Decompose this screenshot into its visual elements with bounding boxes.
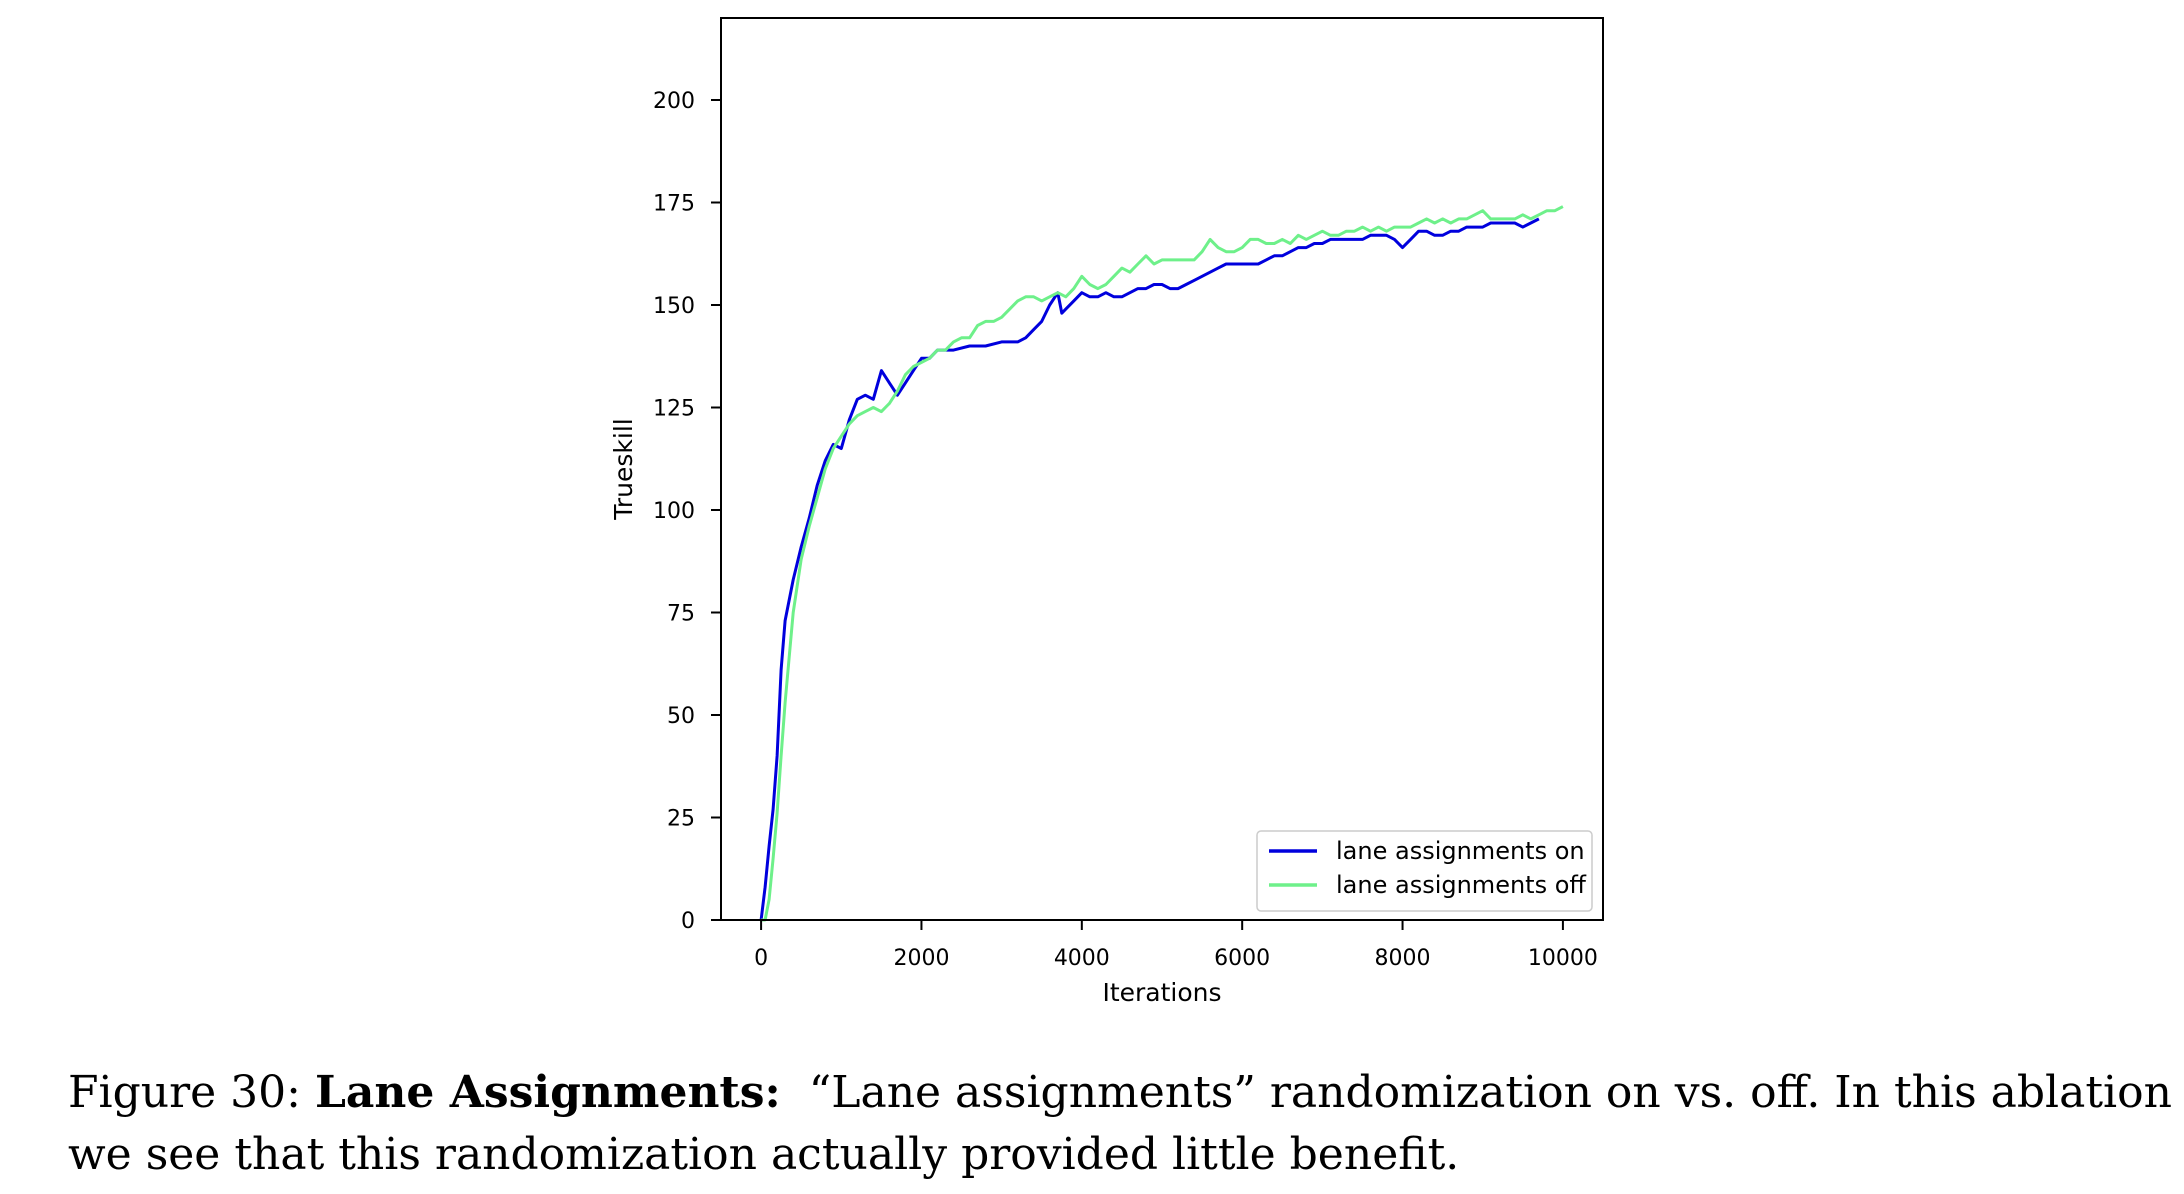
plot-frame — [720, 17, 1604, 921]
y-tick-label: 75 — [667, 602, 695, 627]
line-chart: 0 2000 4000 6000 8000 10000 0 25 50 75 100 125 150 1… — [609, 17, 1604, 1007]
caption-figure-label: Figure 30: — [68, 1067, 301, 1118]
y-tick-label: 50 — [667, 704, 695, 729]
series-line-lane-assignments-on — [759, 217, 1540, 921]
y-tick-label: 25 — [667, 807, 695, 832]
x-tick-label: 0 — [754, 946, 768, 971]
caption-line-2: we see that this randomization actually … — [68, 1129, 1460, 1180]
x-axis-label: Iterations — [1102, 978, 1221, 1007]
y-tick-label: 150 — [653, 294, 695, 319]
x-tick-label: 4000 — [1054, 946, 1110, 971]
y-tick-label: 100 — [653, 499, 695, 524]
plot-lines — [759, 205, 1564, 922]
caption-line-1: Figure 30: Lane Assignments: “Lane assig… — [68, 1062, 2172, 1124]
figure-caption: Figure 30: Lane Assignments: “Lane assig… — [68, 1062, 2172, 1186]
y-tick-label: 200 — [653, 89, 695, 114]
y-axis-ticks: 0 25 50 75 100 125 150 175 200 — [653, 89, 721, 934]
legend-label-off: lane assignments off — [1336, 871, 1586, 899]
legend: lane assignments on lane assignments off — [1256, 830, 1593, 912]
series-line-lane-assignments-off — [761, 205, 1564, 922]
y-tick-label: 125 — [653, 397, 695, 422]
legend-label-on: lane assignments on — [1336, 837, 1585, 865]
x-axis-ticks: 0 2000 4000 6000 8000 10000 — [754, 920, 1598, 971]
caption-line1-text: “Lane assignments” randomization on vs. … — [808, 1067, 2172, 1118]
x-tick-label: 8000 — [1375, 946, 1431, 971]
legend-box — [1256, 830, 1593, 912]
y-tick-label: 175 — [653, 192, 695, 217]
x-tick-label: 10000 — [1528, 946, 1598, 971]
y-axis-label: Trueskill — [609, 418, 638, 520]
caption-title: Lane Assignments: — [314, 1067, 781, 1118]
x-tick-label: 2000 — [893, 946, 949, 971]
y-tick-label: 0 — [681, 909, 695, 934]
x-tick-label: 6000 — [1214, 946, 1270, 971]
